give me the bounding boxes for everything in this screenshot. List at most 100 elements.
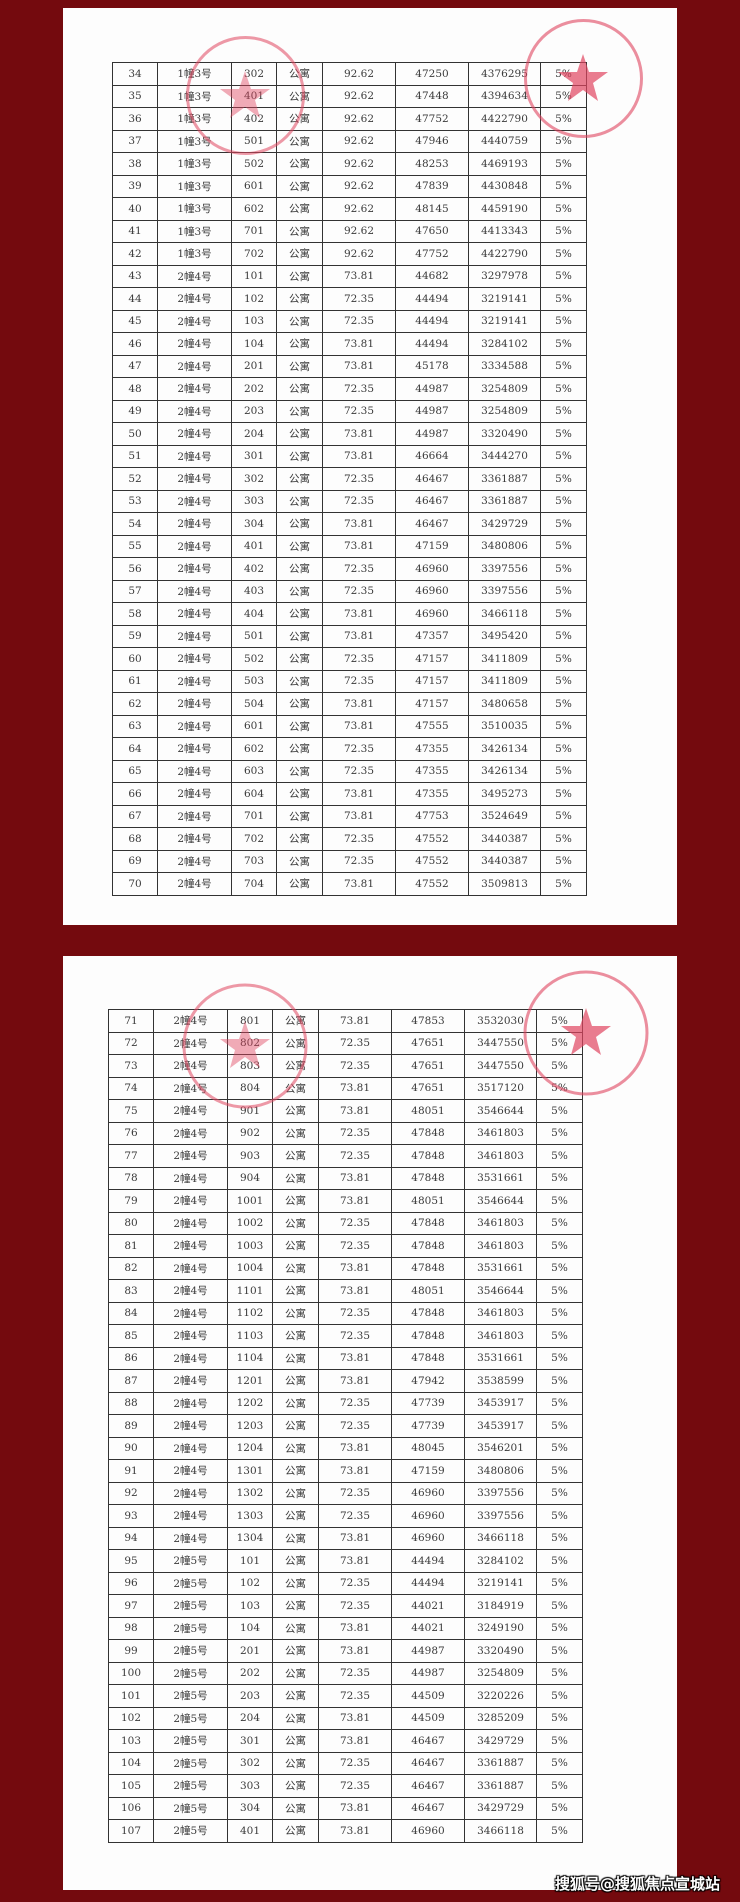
cell-room-number: 702 [231, 242, 277, 266]
table-row: 99 2幢5号 201 公寓 73.81 44987 3320490 5% [108, 1639, 583, 1663]
cell-area: 72.35 [322, 827, 396, 851]
cell-property-type: 公寓 [276, 849, 323, 873]
cell-property-type: 公寓 [276, 242, 323, 266]
cell-area: 73.81 [318, 1099, 392, 1123]
cell-total-price: 3219141 [468, 309, 541, 333]
cell-area: 72.35 [322, 737, 396, 761]
cell-unit-price: 47752 [395, 242, 469, 266]
cell-building: 2幢4号 [157, 804, 232, 828]
table-row: 59 2幢4号 501 公寓 73.81 47357 3495420 5% [112, 624, 587, 648]
cell-ratio: 5% [536, 1504, 583, 1528]
table-row: 79 2幢4号 1001 公寓 73.81 48051 3546644 5% [108, 1189, 583, 1213]
cell-property-type: 公寓 [272, 1256, 319, 1280]
cell-room-number: 1104 [227, 1346, 273, 1370]
cell-unit-price: 44494 [395, 287, 469, 311]
cell-property-type: 公寓 [276, 219, 323, 243]
cell-total-price: 3361887 [468, 467, 541, 491]
cell-area: 73.81 [318, 1076, 392, 1100]
cell-row-number: 73 [108, 1054, 154, 1078]
table-row: 75 2幢4号 901 公寓 73.81 48051 3546644 5% [108, 1099, 583, 1123]
cell-unit-price: 44494 [391, 1571, 465, 1595]
cell-ratio: 5% [540, 219, 587, 243]
cell-property-type: 公寓 [276, 422, 323, 446]
cell-room-number: 103 [227, 1594, 273, 1618]
cell-building: 2幢4号 [157, 422, 232, 446]
cell-total-price: 3509813 [468, 872, 541, 896]
cell-row-number: 104 [108, 1751, 154, 1775]
table-row: 53 2幢4号 303 公寓 72.35 46467 3361887 5% [112, 489, 587, 513]
cell-row-number: 97 [108, 1594, 154, 1618]
cell-row-number: 69 [112, 849, 158, 873]
cell-property-type: 公寓 [276, 647, 323, 671]
cell-area: 73.81 [318, 1459, 392, 1483]
cell-building: 2幢4号 [153, 1279, 228, 1303]
cell-room-number: 501 [231, 129, 277, 153]
cell-building: 2幢5号 [153, 1774, 228, 1798]
cell-property-type: 公寓 [272, 1324, 319, 1348]
cell-row-number: 76 [108, 1121, 154, 1145]
cell-area: 92.62 [322, 219, 396, 243]
cell-ratio: 5% [540, 174, 587, 198]
cell-building: 2幢4号 [157, 377, 232, 401]
cell-unit-price: 46664 [395, 444, 469, 468]
cell-area: 72.35 [322, 557, 396, 581]
cell-total-price: 3447550 [464, 1031, 537, 1055]
cell-row-number: 59 [112, 624, 158, 648]
cell-area: 73.81 [322, 332, 396, 356]
cell-ratio: 5% [536, 1324, 583, 1348]
cell-property-type: 公寓 [272, 1774, 319, 1798]
cell-ratio: 5% [536, 1481, 583, 1505]
cell-property-type: 公寓 [276, 827, 323, 851]
cell-area: 92.62 [322, 152, 396, 176]
cell-unit-price: 48145 [395, 197, 469, 221]
cell-area: 72.35 [322, 849, 396, 873]
cell-building: 2幢4号 [157, 579, 232, 603]
table-row: 50 2幢4号 204 公寓 73.81 44987 3320490 5% [112, 422, 587, 446]
cell-area: 73.81 [322, 782, 396, 806]
cell-row-number: 52 [112, 467, 158, 491]
cell-building: 1幢3号 [157, 152, 232, 176]
cell-total-price: 3546201 [464, 1436, 537, 1460]
cell-ratio: 5% [540, 714, 587, 738]
cell-area: 72.35 [318, 1301, 392, 1325]
cell-room-number: 401 [231, 84, 277, 108]
cell-area: 73.81 [318, 1369, 392, 1393]
cell-building: 2幢4号 [157, 872, 232, 896]
cell-room-number: 104 [227, 1616, 273, 1640]
cell-total-price: 3461803 [464, 1121, 537, 1145]
cell-property-type: 公寓 [276, 399, 323, 423]
cell-total-price: 3480806 [464, 1459, 537, 1483]
cell-ratio: 5% [536, 1099, 583, 1123]
cell-room-number: 1301 [227, 1459, 273, 1483]
cell-room-number: 901 [227, 1099, 273, 1123]
cell-ratio: 5% [540, 804, 587, 828]
cell-building: 2幢5号 [153, 1661, 228, 1685]
cell-area: 73.81 [318, 1819, 392, 1843]
cell-area: 72.35 [318, 1504, 392, 1528]
table-row: 94 2幢4号 1304 公寓 73.81 46960 3466118 5% [108, 1526, 583, 1550]
cell-building: 2幢4号 [157, 849, 232, 873]
cell-total-price: 4469193 [468, 152, 541, 176]
cell-row-number: 66 [112, 782, 158, 806]
cell-row-number: 38 [112, 152, 158, 176]
cell-building: 2幢5号 [153, 1639, 228, 1663]
cell-total-price: 3480806 [468, 534, 541, 558]
cell-room-number: 202 [227, 1661, 273, 1685]
cell-room-number: 802 [227, 1031, 273, 1055]
cell-room-number: 1203 [227, 1414, 273, 1438]
cell-area: 92.62 [322, 242, 396, 266]
cell-ratio: 5% [536, 1211, 583, 1235]
table-row: 92 2幢4号 1302 公寓 72.35 46960 3397556 5% [108, 1481, 583, 1505]
cell-property-type: 公寓 [276, 84, 323, 108]
cell-ratio: 5% [536, 1166, 583, 1190]
cell-property-type: 公寓 [272, 1369, 319, 1393]
table-row: 46 2幢4号 104 公寓 73.81 44494 3284102 5% [112, 332, 587, 356]
cell-room-number: 1103 [227, 1324, 273, 1348]
table-row: 82 2幢4号 1004 公寓 73.81 47848 3531661 5% [108, 1256, 583, 1280]
cell-building: 2幢4号 [157, 647, 232, 671]
cell-area: 72.35 [318, 1774, 392, 1798]
cell-ratio: 5% [536, 1009, 583, 1033]
cell-row-number: 68 [112, 827, 158, 851]
cell-unit-price: 44682 [395, 264, 469, 288]
cell-building: 2幢4号 [157, 669, 232, 693]
